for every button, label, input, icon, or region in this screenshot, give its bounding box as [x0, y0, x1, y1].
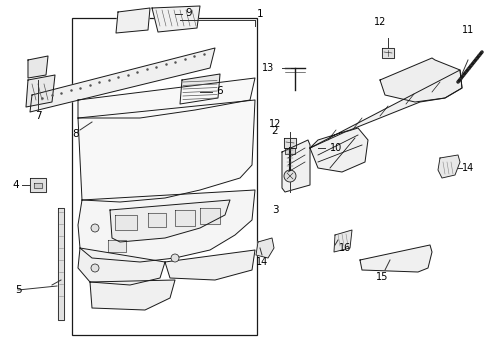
Text: 12: 12 — [269, 119, 281, 129]
Polygon shape — [180, 74, 220, 104]
Text: 14: 14 — [462, 163, 474, 173]
Text: 13: 13 — [262, 63, 274, 73]
Text: 5: 5 — [15, 285, 21, 295]
Polygon shape — [310, 128, 368, 172]
Text: 14: 14 — [256, 257, 268, 267]
Polygon shape — [285, 148, 295, 154]
Polygon shape — [334, 230, 352, 252]
Text: 10: 10 — [330, 143, 342, 153]
Polygon shape — [26, 75, 55, 107]
Polygon shape — [30, 178, 46, 192]
Polygon shape — [310, 70, 462, 148]
Polygon shape — [90, 280, 175, 310]
Polygon shape — [78, 190, 255, 262]
Text: 1: 1 — [257, 9, 263, 19]
Bar — [72, 18, 257, 335]
Text: 15: 15 — [376, 272, 388, 282]
Polygon shape — [78, 248, 165, 285]
Polygon shape — [360, 245, 432, 272]
Text: 8: 8 — [73, 129, 79, 139]
Polygon shape — [115, 215, 137, 230]
Text: 3: 3 — [271, 205, 278, 215]
Text: 12: 12 — [374, 17, 386, 27]
Polygon shape — [175, 210, 195, 226]
Polygon shape — [282, 140, 310, 192]
Polygon shape — [438, 155, 460, 178]
Polygon shape — [256, 238, 274, 258]
Circle shape — [284, 170, 296, 182]
Text: 11: 11 — [462, 25, 474, 35]
Polygon shape — [152, 6, 200, 32]
Polygon shape — [380, 58, 462, 102]
Polygon shape — [58, 208, 64, 320]
Circle shape — [91, 264, 99, 272]
Polygon shape — [28, 56, 48, 78]
Text: 2: 2 — [271, 126, 278, 136]
Polygon shape — [30, 48, 215, 112]
Polygon shape — [200, 208, 220, 224]
Polygon shape — [110, 200, 230, 242]
Polygon shape — [116, 8, 150, 33]
Text: 7: 7 — [35, 111, 41, 121]
Text: 6: 6 — [217, 86, 223, 96]
Text: 16: 16 — [339, 243, 351, 253]
Polygon shape — [284, 138, 296, 148]
Polygon shape — [148, 213, 166, 227]
Text: 9: 9 — [186, 8, 192, 18]
Polygon shape — [108, 240, 126, 252]
Text: 4: 4 — [13, 180, 19, 190]
Polygon shape — [165, 250, 255, 280]
Polygon shape — [78, 78, 255, 118]
Circle shape — [91, 224, 99, 232]
Circle shape — [171, 254, 179, 262]
Polygon shape — [382, 48, 394, 58]
Polygon shape — [78, 100, 255, 202]
Polygon shape — [34, 183, 42, 188]
